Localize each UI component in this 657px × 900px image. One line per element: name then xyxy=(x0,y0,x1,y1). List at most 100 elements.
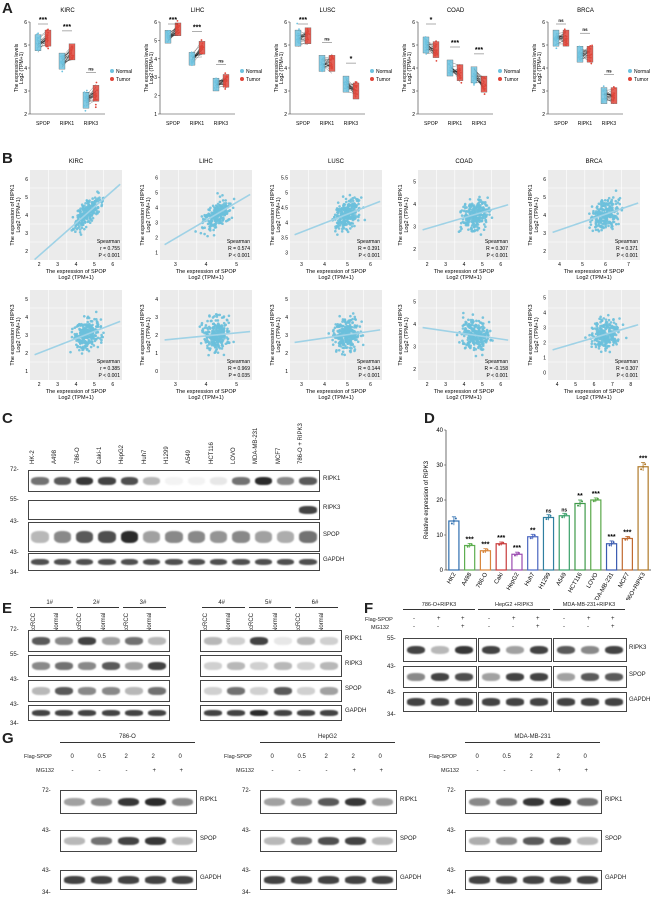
panel-a-point xyxy=(167,35,170,38)
blot-band xyxy=(495,837,518,845)
panel-d-bar xyxy=(527,536,539,571)
panel-b-point xyxy=(342,221,346,225)
blot-band xyxy=(454,698,474,706)
panel-a-point xyxy=(94,103,97,106)
panel-b-point xyxy=(590,205,594,208)
panel-a-point xyxy=(355,89,358,92)
panel-a-sig-label: ns xyxy=(88,66,94,71)
panel-b-fit-line xyxy=(294,329,381,344)
panel-d-bar xyxy=(448,520,460,571)
panel-b-point xyxy=(90,214,94,217)
panel-b-x-label: The expression of SPOP xyxy=(306,269,367,275)
panel-a-point xyxy=(177,32,180,35)
panel-b-point xyxy=(201,226,205,230)
panel-b-point xyxy=(214,225,218,229)
panel-a-point xyxy=(459,77,462,79)
panel-a-point xyxy=(190,51,193,54)
panel-b-point xyxy=(80,329,84,333)
panel-d-point xyxy=(502,541,505,544)
panel-d-x-tick-label: H1299 xyxy=(538,571,552,590)
panel-b-y-tick-label: 3 xyxy=(285,251,288,257)
panel-b-point xyxy=(588,333,591,337)
panel-b-point xyxy=(468,346,472,350)
panel-b-point xyxy=(217,208,221,212)
panel-b-point xyxy=(198,325,202,328)
panel-b-point xyxy=(459,225,463,229)
panel-g-blot-strip xyxy=(60,830,197,852)
panel-b-point xyxy=(349,215,353,219)
panel-b-point xyxy=(483,216,487,220)
panel-b-point xyxy=(351,199,355,203)
panel-g-marker: 72- xyxy=(42,788,51,794)
panel-d-point xyxy=(624,538,627,541)
panel-b-x-label: The expression of SPOP xyxy=(306,389,367,395)
panel-d-x-tick-label: Caki xyxy=(494,572,505,585)
panel-b-x-label-unit: Log2 (TPM+1) xyxy=(188,395,223,401)
panel-b-point xyxy=(208,342,211,346)
panel-b-point xyxy=(340,338,344,342)
panel-b-r-value: R = -0.158 xyxy=(485,366,509,372)
panel-c-marker: 43- xyxy=(10,550,19,556)
panel-b-point xyxy=(212,322,216,326)
panel-b-point xyxy=(350,346,353,350)
panel-b-point xyxy=(225,336,229,339)
panel-a-point xyxy=(296,34,298,37)
panel-b-point xyxy=(229,202,232,206)
panel-b-y-tick-label: 3 xyxy=(543,231,546,237)
panel-b-y-tick-label: 5 xyxy=(25,195,28,201)
panel-b-point xyxy=(350,225,354,228)
panel-b-point xyxy=(203,326,207,329)
blot-band xyxy=(54,710,74,716)
panel-f-blot-strip xyxy=(403,666,477,688)
panel-b-point xyxy=(341,350,345,354)
panel-b-point xyxy=(353,224,356,228)
blot-band xyxy=(263,837,286,845)
blot-band xyxy=(31,558,49,566)
panel-b-point xyxy=(471,340,475,343)
blot-band xyxy=(78,687,97,695)
panel-b-spearman-label: Spearman xyxy=(485,359,508,365)
panel-f-blot-strip xyxy=(478,692,552,712)
panel-b-y-tick-label: 4 xyxy=(25,213,28,219)
panel-a-y-label: The expression levels xyxy=(274,43,280,92)
blot-band xyxy=(320,687,339,695)
panel-a-point xyxy=(554,44,557,47)
panel-a-point xyxy=(71,54,73,57)
panel-b-point xyxy=(335,207,339,210)
panel-a-x-tick-label: SPOP xyxy=(424,121,439,127)
panel-b-point xyxy=(616,201,620,204)
panel-a-point xyxy=(483,89,486,91)
panel-b-point xyxy=(457,230,461,233)
panel-b-point xyxy=(487,320,491,324)
panel-b-y-tick-label: 2 xyxy=(25,249,28,255)
panel-b-point xyxy=(349,227,352,230)
panel-b-point xyxy=(91,323,94,327)
panel-b-point xyxy=(607,196,611,200)
panel-b-point xyxy=(94,325,98,328)
panel-b-point xyxy=(332,328,335,332)
panel-d-sig-label: *** xyxy=(497,535,505,542)
panel-a-point xyxy=(191,64,193,67)
blot-band xyxy=(576,876,599,884)
panel-b-point xyxy=(471,336,475,340)
panel-a-point xyxy=(69,52,72,54)
panel-c-blot-strip xyxy=(28,553,320,571)
panel-b-point xyxy=(336,201,340,204)
panel-b-point xyxy=(614,202,618,206)
blot-band xyxy=(142,531,161,543)
panel-b-point xyxy=(595,224,599,228)
panel-b-point xyxy=(102,331,105,335)
panel-a-point xyxy=(435,59,438,62)
panel-a-point xyxy=(94,96,97,99)
panel-b-point xyxy=(334,323,337,326)
panel-f-treat2-value: - xyxy=(587,624,589,630)
panel-b-point xyxy=(482,228,486,232)
panel-e-blot-strip xyxy=(28,630,170,652)
panel-b-point xyxy=(210,223,214,227)
panel-a-point xyxy=(555,34,558,36)
panel-b-point xyxy=(79,332,83,336)
panel-f-treat2-value: - xyxy=(413,624,415,630)
panel-b-point xyxy=(93,334,96,337)
panel-label-e: E xyxy=(2,600,13,617)
panel-b-point xyxy=(346,204,350,208)
